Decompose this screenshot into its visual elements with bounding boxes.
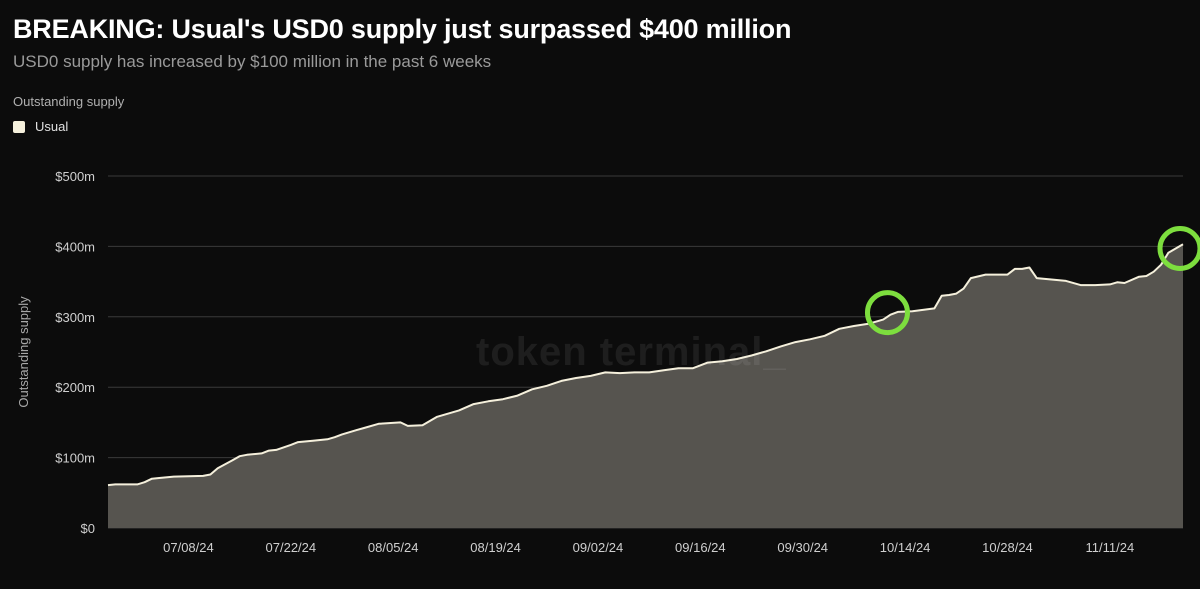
y-axis-label: Outstanding supply	[16, 296, 31, 408]
watermark: token terminal_	[476, 330, 787, 374]
chart-title: BREAKING: Usual's USD0 supply just surpa…	[13, 14, 792, 44]
area-layer	[107, 243, 1184, 529]
y-axis-ticks: $0 $100m $200m $300m $400m $500m	[55, 169, 95, 536]
x-tick-label: 11/11/24	[1086, 540, 1135, 555]
legend-swatch	[13, 120, 25, 133]
y-tick-label: $300m	[55, 310, 95, 325]
x-tick-label: 10/14/24	[880, 540, 931, 555]
legend-title: Outstanding supply	[13, 94, 125, 109]
annotation-circle	[864, 290, 910, 336]
series-line-usual	[107, 243, 1184, 487]
y-tick-label: $200m	[55, 380, 95, 395]
x-tick-label: 08/05/24	[368, 540, 419, 555]
x-tick-label: 07/08/24	[163, 540, 214, 555]
chart-subtitle: USD0 supply has increased by $100 millio…	[13, 52, 492, 71]
x-tick-label: 09/16/24	[675, 540, 726, 555]
y-tick-label: $400m	[55, 239, 95, 254]
x-tick-label: 07/22/24	[266, 540, 317, 555]
legend-item-label: Usual	[35, 119, 69, 134]
y-tick-label: $500m	[55, 169, 95, 184]
x-axis-ticks: 07/08/24 07/22/24 08/05/24 08/19/24 09/02/24…	[163, 540, 1134, 555]
x-tick-label: 09/02/24	[573, 540, 624, 555]
y-tick-label: $100m	[55, 451, 95, 466]
x-tick-label: 10/28/24	[982, 540, 1033, 555]
x-tick-label: 09/30/24	[777, 540, 828, 555]
annotations	[864, 226, 1200, 336]
legend-item-usual[interactable]: Usual	[13, 119, 68, 134]
annotation-circle	[1157, 226, 1200, 272]
y-tick-label: $0	[81, 521, 95, 536]
x-tick-label: 08/19/24	[470, 540, 521, 555]
series-area-usual	[108, 244, 1183, 529]
